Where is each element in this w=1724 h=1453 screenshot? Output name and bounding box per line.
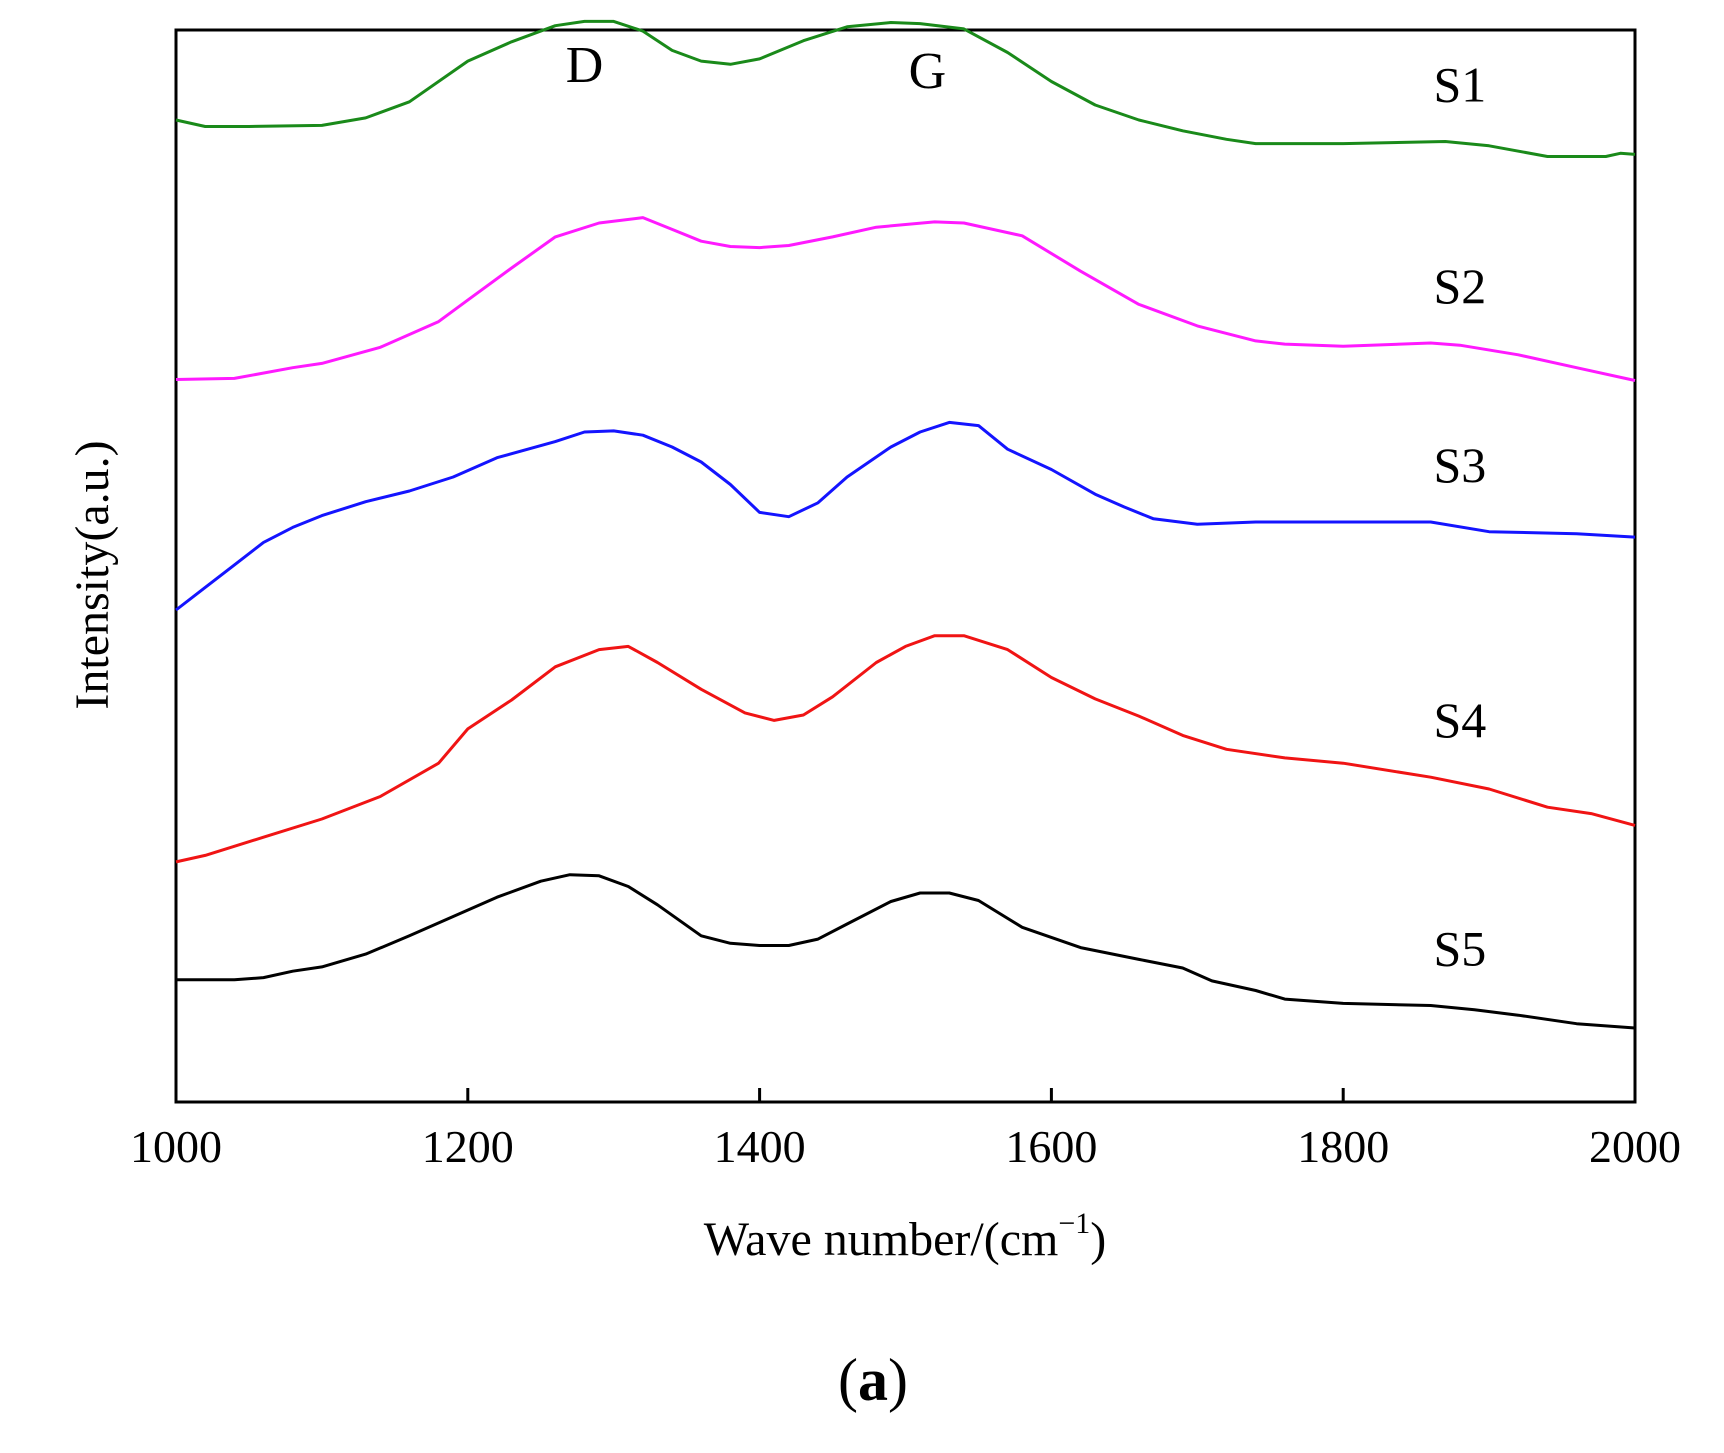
x-tick-label: 1200 [422, 1121, 514, 1172]
y-axis-title: Intensity(a.u.) [66, 440, 119, 709]
x-tick-label: 2000 [1589, 1121, 1681, 1172]
series-line-s3 [175, 420, 1636, 612]
series-label-s2: S2 [1434, 258, 1487, 314]
peak-label-g: G [909, 43, 947, 100]
series-lines [175, 19, 1636, 1030]
panel-label: (a) [838, 1347, 908, 1413]
x-tick-labels: 1000 1200 1400 1600 1800 2000 [130, 1121, 1681, 1172]
x-axis-title: Wave number/(cm−1) [704, 1207, 1107, 1266]
x-ticks [174, 1088, 1637, 1102]
x-tick-label: 1800 [1297, 1121, 1389, 1172]
peak-label-d: D [566, 37, 604, 94]
x-axis-title-sup: −1 [1058, 1207, 1090, 1240]
series-label-s5: S5 [1434, 921, 1487, 977]
plot-frame [174, 28, 1637, 1104]
series-label-s4: S4 [1434, 692, 1487, 748]
series-line-s1 [175, 19, 1636, 158]
x-tick-label: 1600 [1005, 1121, 1097, 1172]
x-tick-label: 1000 [130, 1121, 222, 1172]
series-label-s1: S1 [1434, 56, 1487, 112]
series-line-s5 [176, 873, 1636, 1030]
series-label-s3: S3 [1434, 437, 1487, 493]
series-line-s4 [175, 634, 1636, 864]
x-tick-label: 1400 [714, 1121, 806, 1172]
series-labels: S1 S2 S3 S4 S5 [1434, 56, 1487, 976]
series-line-s2 [175, 216, 1636, 382]
